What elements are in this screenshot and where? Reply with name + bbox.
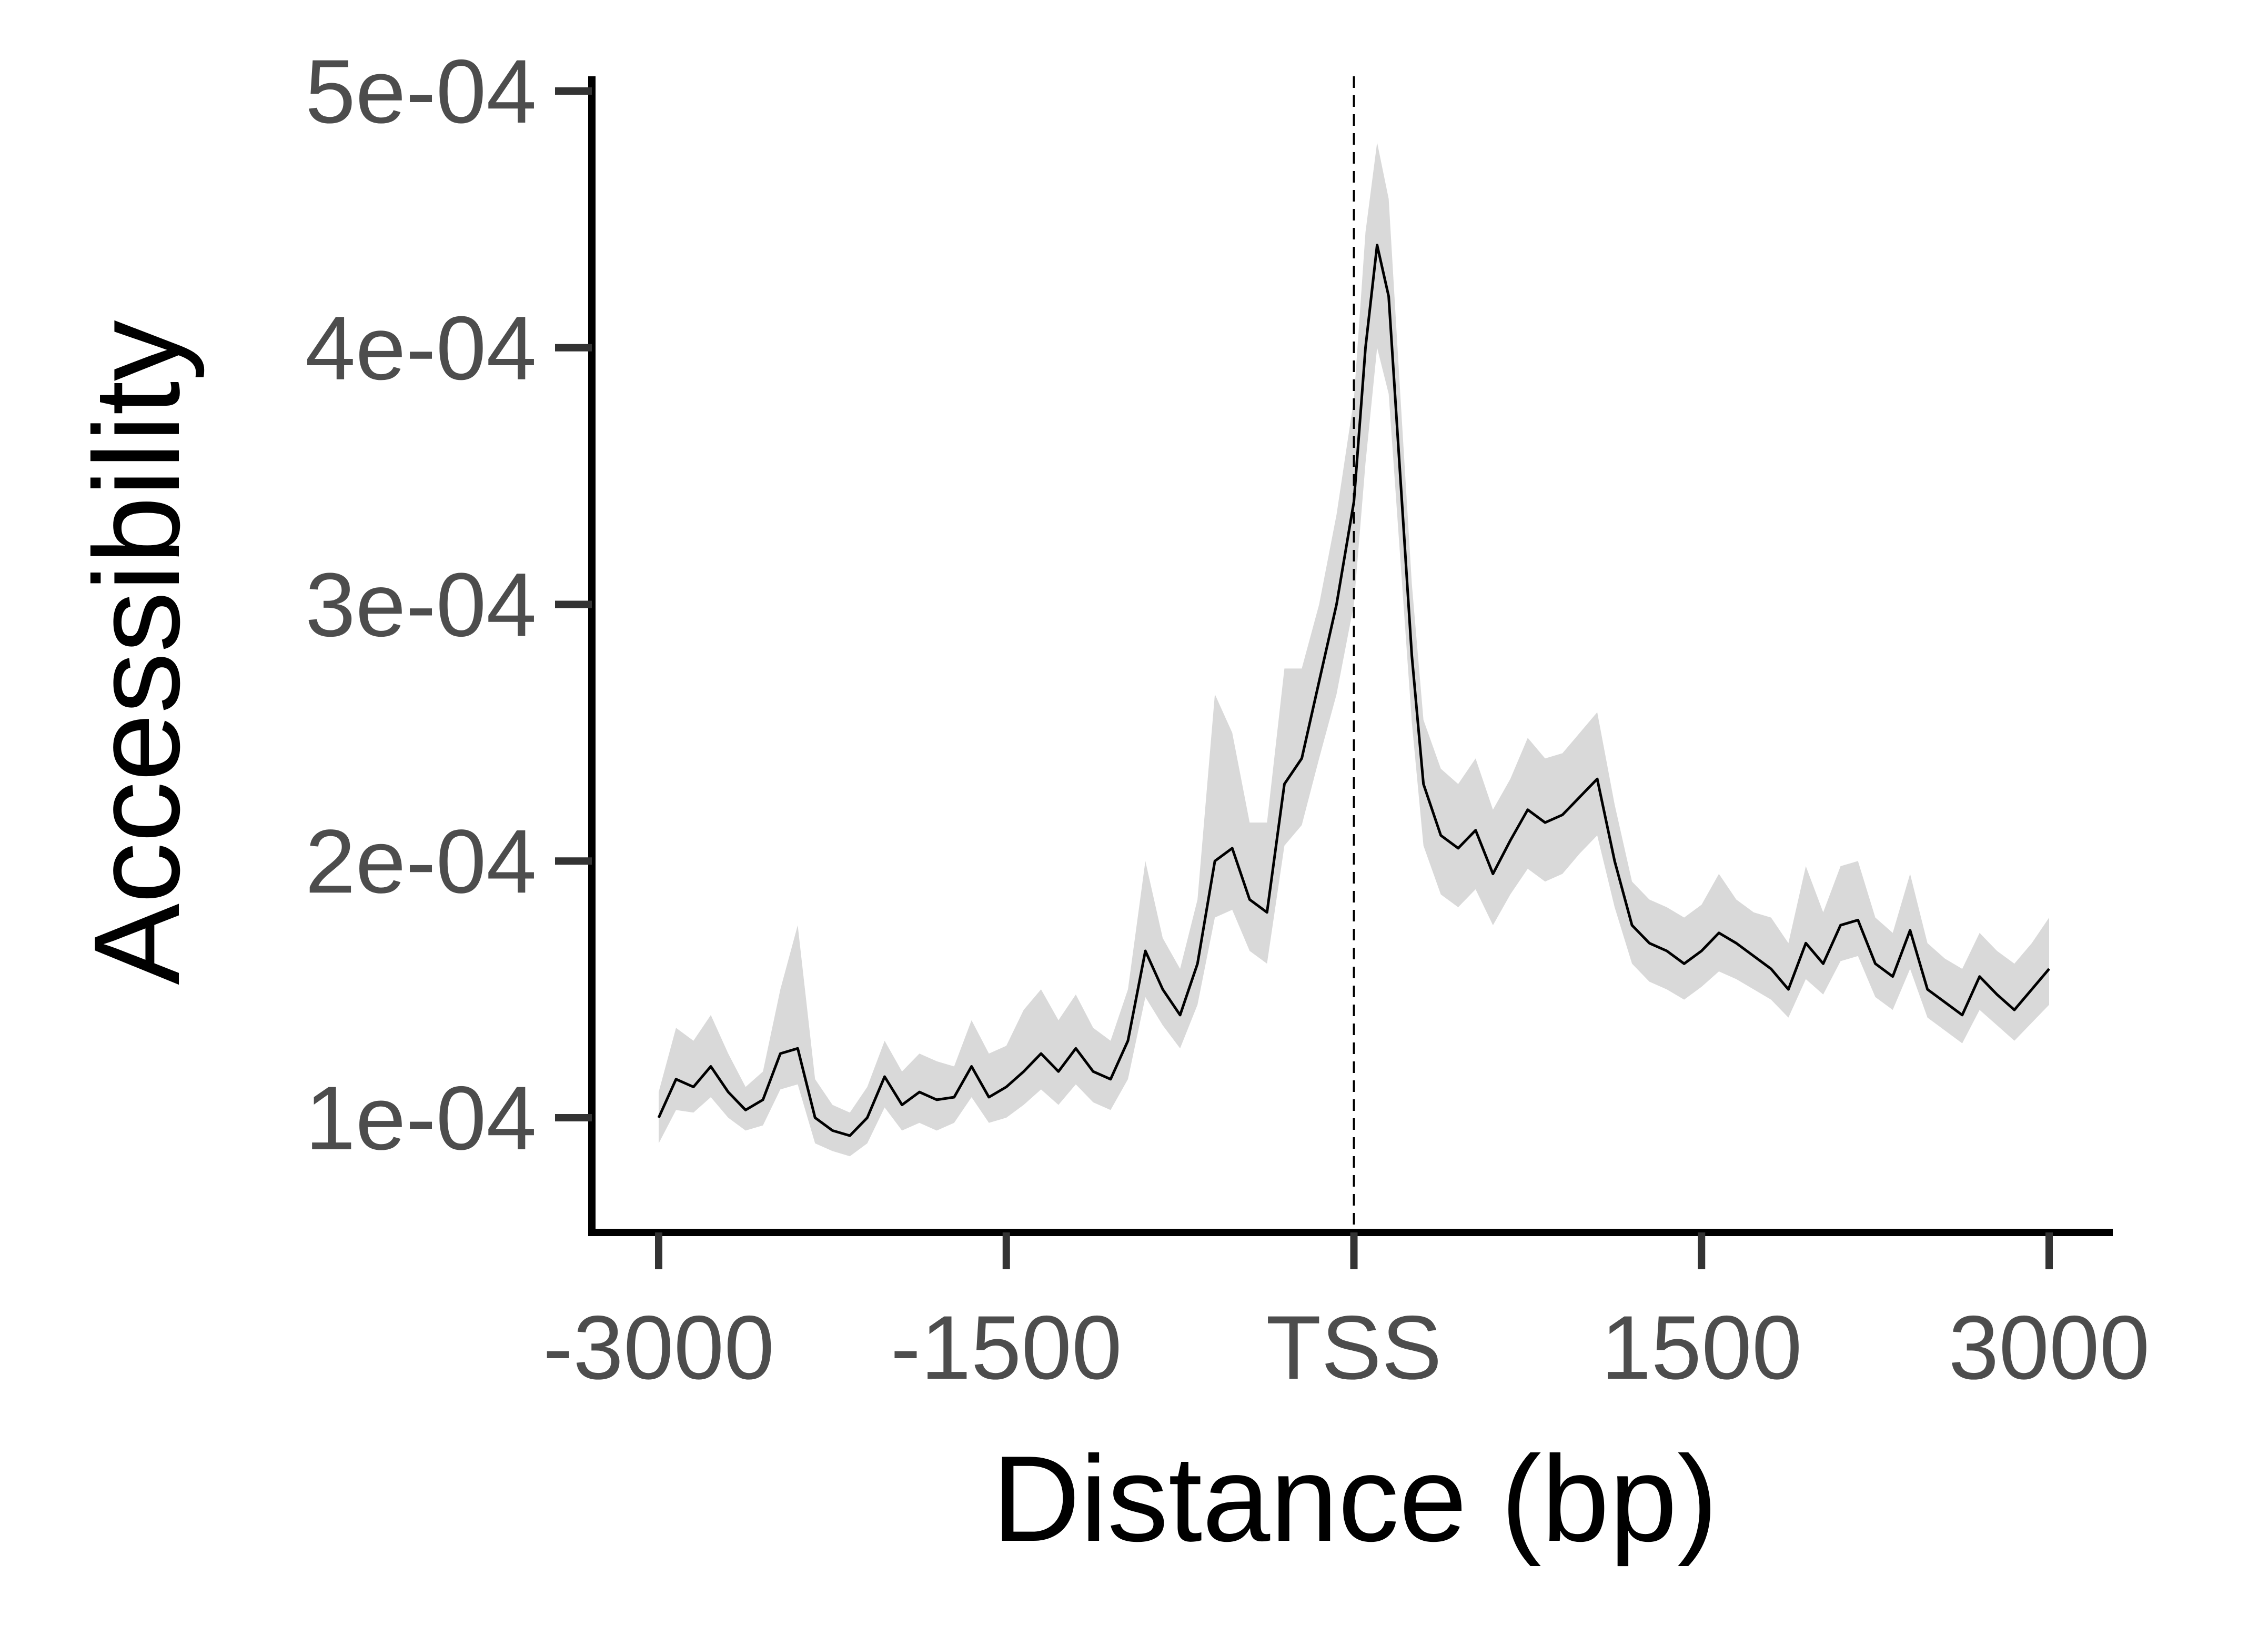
x-axis-title: Distance (bp) [992,1431,1718,1567]
x-axis-ticks: -3000 -1500 TSS 1500 3000 [543,1232,2150,1398]
y-tick-label: 5e-04 [305,41,537,142]
x-tick-label: 3000 [1949,1297,2150,1398]
plot-area [657,76,2050,1228]
y-axis-title: Accessibility [69,320,205,985]
x-tick-label: 1500 [1601,1297,1802,1398]
x-tick-label: -1500 [891,1297,1122,1398]
x-tick-label: TSS [1266,1297,1442,1398]
x-tick-label: -3000 [543,1297,774,1398]
accessibility-line [657,244,2050,1137]
y-axis-ticks: 1e-04 2e-04 3e-04 4e-04 5e-04 [305,41,592,1169]
y-tick-label: 1e-04 [305,1068,537,1169]
y-tick-label: 2e-04 [305,811,537,912]
confidence-ribbon [659,142,2049,1157]
y-tick-label: 3e-04 [305,555,537,656]
y-tick-label: 4e-04 [305,298,537,399]
axes: 1e-04 2e-04 3e-04 4e-04 5e-04 -3000 -1500 TSS 1… [305,41,2150,1398]
